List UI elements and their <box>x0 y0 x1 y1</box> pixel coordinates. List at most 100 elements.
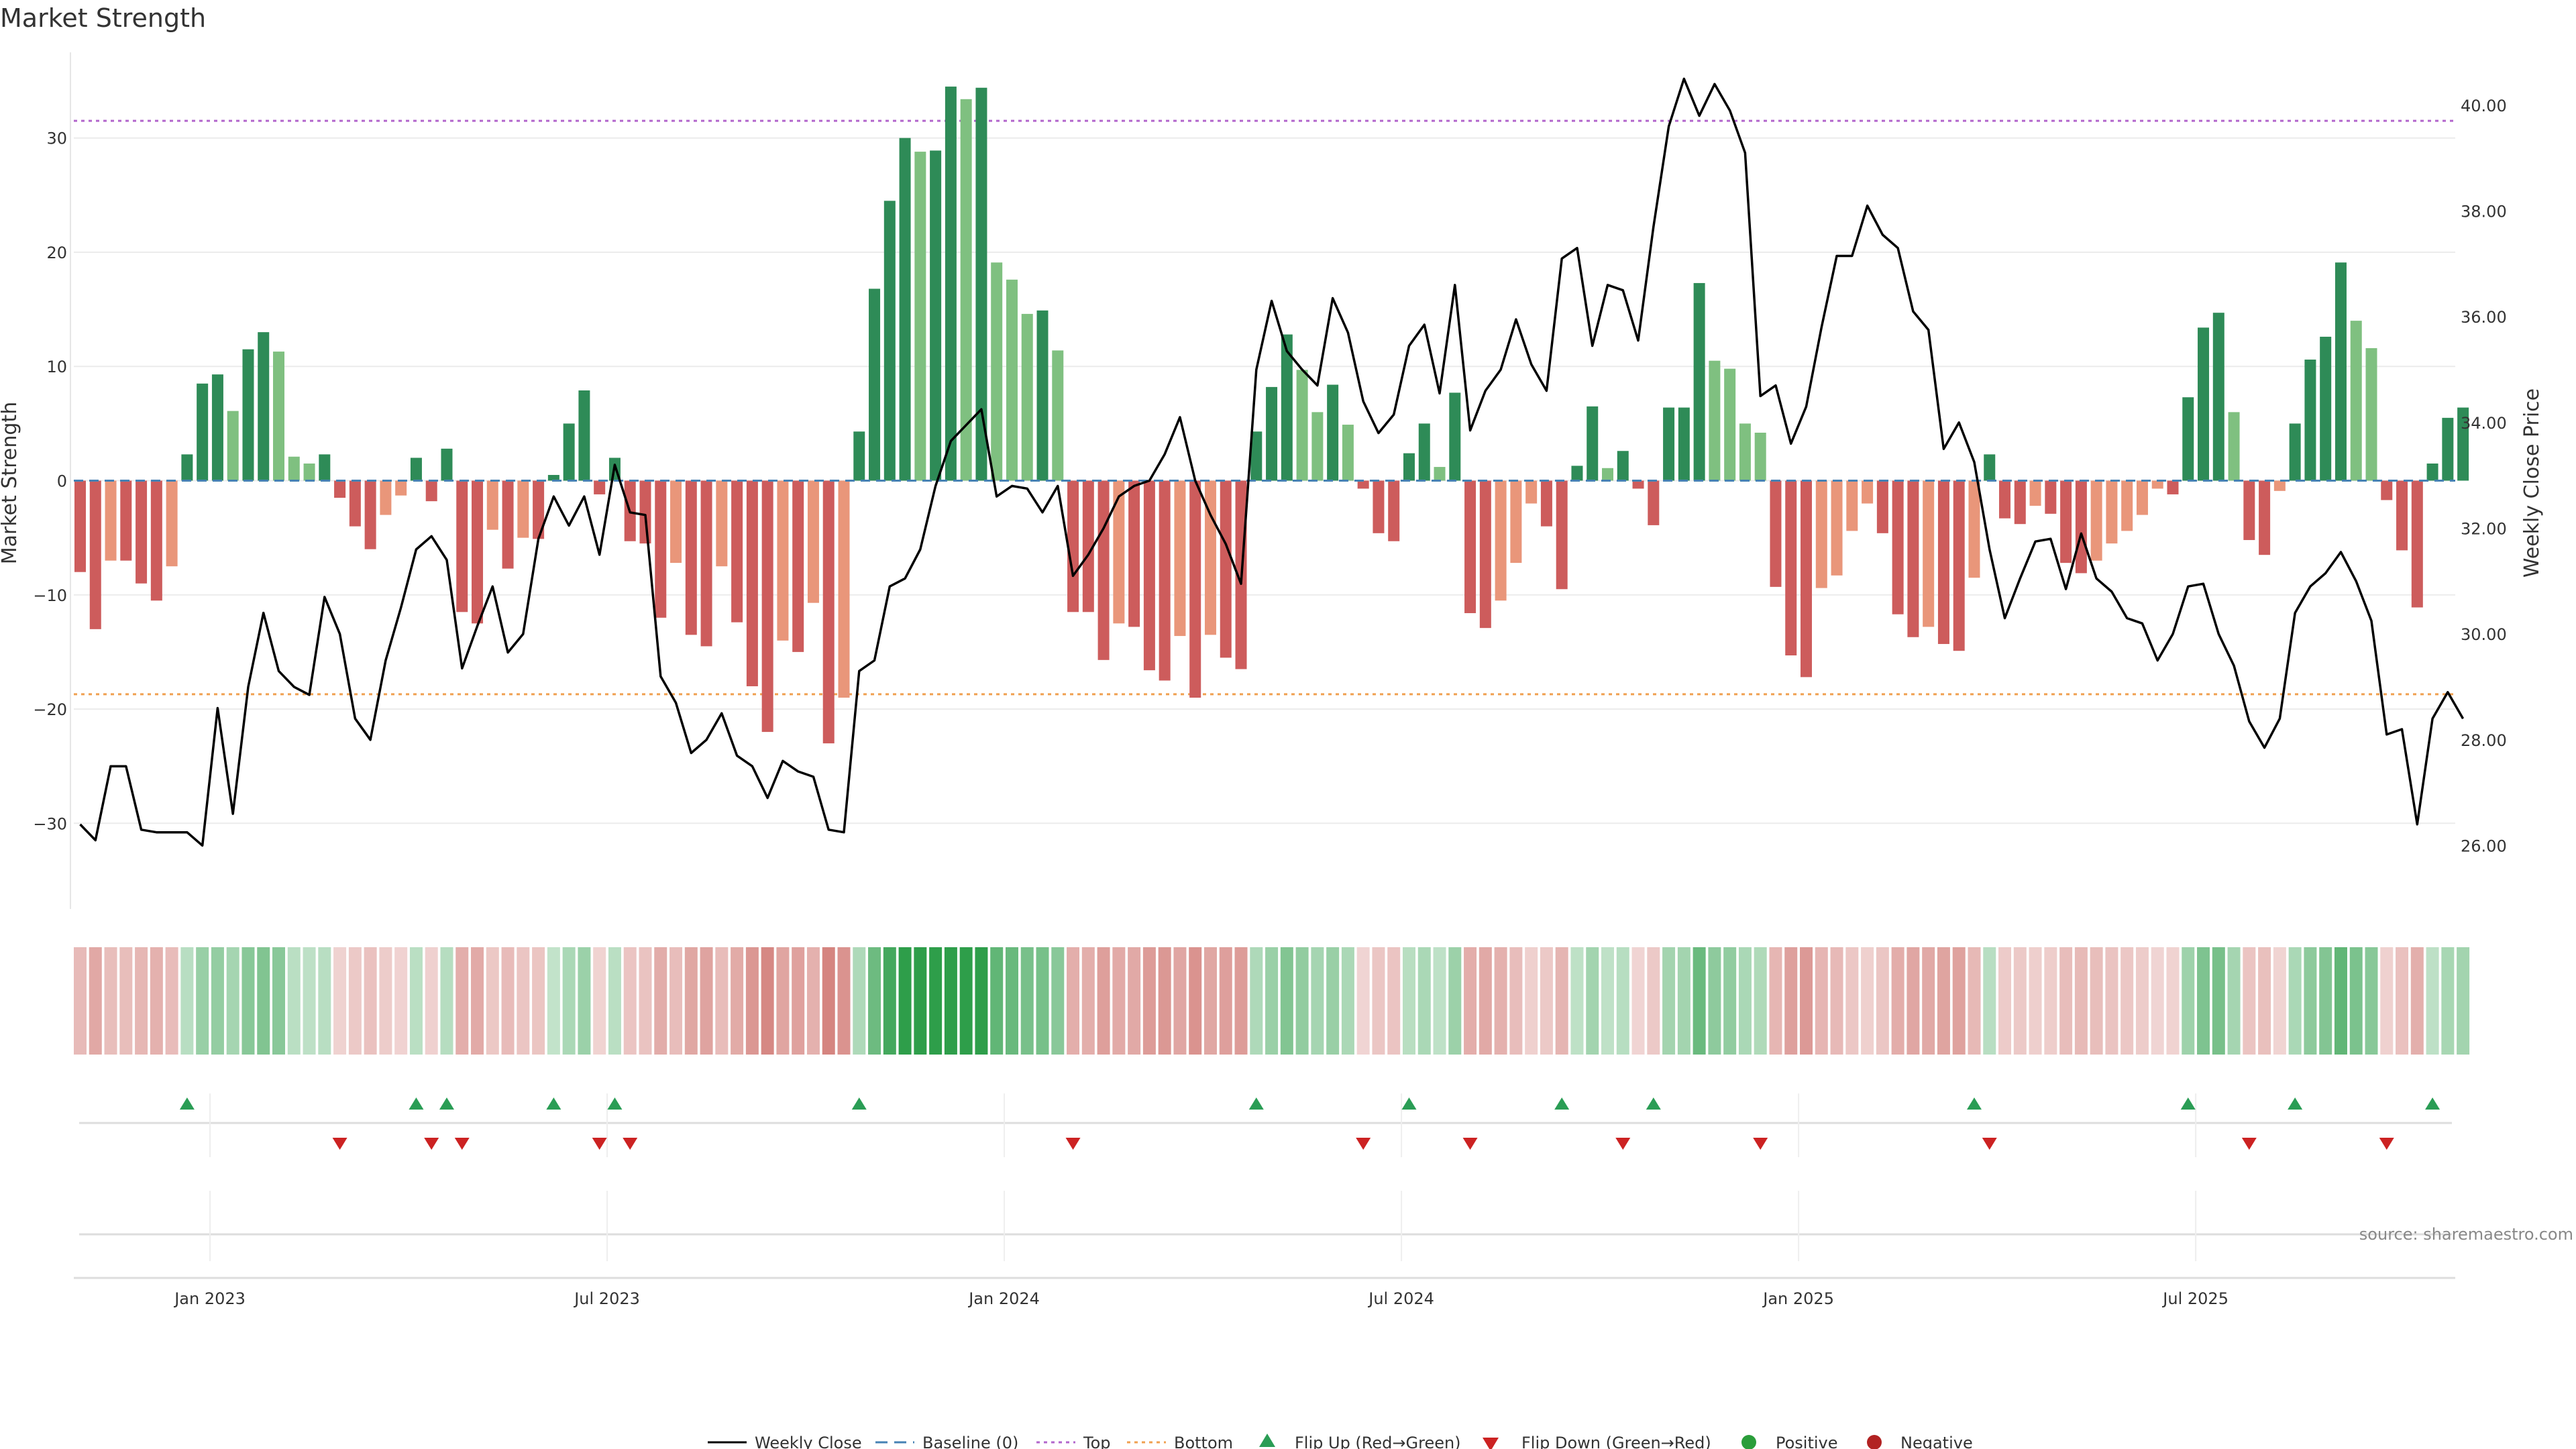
heat-cell <box>455 947 469 1055</box>
heat-cell <box>562 947 576 1055</box>
legend-label: Baseline (0) <box>922 1434 1018 1449</box>
strength-bar <box>349 480 361 527</box>
strength-bar <box>685 480 697 635</box>
strength-bar <box>655 480 667 618</box>
strength-bar <box>1464 480 1477 614</box>
heat-cell <box>2349 947 2363 1055</box>
strength-bar <box>2304 360 2316 481</box>
strength-bar <box>1220 480 1232 658</box>
heat-cell <box>1234 947 1248 1055</box>
strength-bar <box>2334 262 2347 481</box>
heat-cell <box>1586 947 1599 1055</box>
heat-cell <box>868 947 881 1055</box>
strength-bar <box>1449 392 1461 481</box>
strength-bar <box>472 480 484 624</box>
heat-cell <box>745 947 759 1055</box>
flip-down-triangle-icon <box>1483 1438 1499 1449</box>
strength-bar <box>547 474 559 481</box>
strength-bar <box>273 352 285 481</box>
heat-cell <box>2243 947 2256 1055</box>
heat-cell <box>2166 947 2180 1055</box>
heat-cell <box>165 947 178 1055</box>
strength-bar <box>211 374 223 481</box>
heat-cell <box>1311 947 1324 1055</box>
flip-up-marker <box>851 1097 867 1110</box>
heat-cell <box>1509 947 1523 1055</box>
flip-up-marker <box>179 1097 195 1110</box>
heat-cell <box>1250 947 1263 1055</box>
heat-cell <box>1769 947 1782 1055</box>
strength-bar <box>838 480 850 698</box>
legend: Weekly Close Baseline (0) Top Bottom Fli… <box>708 1434 1973 1449</box>
heat-cell <box>440 947 453 1055</box>
left-tick-label: −20 <box>33 700 67 719</box>
legend-flip-down: Flip Down (Green→Red) <box>1483 1434 1711 1449</box>
heat-cell <box>1738 947 1752 1055</box>
flip-up-triangle-icon <box>1259 1434 1275 1447</box>
heat-cell <box>1677 947 1690 1055</box>
heat-cell <box>1326 947 1340 1055</box>
strength-bar <box>2365 347 2377 481</box>
strength-bar <box>2029 480 2041 506</box>
legend-top: Top <box>1036 1434 1111 1449</box>
strength-bar <box>2075 480 2087 574</box>
heat-cell <box>2396 947 2409 1055</box>
right-axis-ticks: 40.00 38.00 36.00 34.00 32.00 30.00 28.00 26.00 <box>2461 97 2507 856</box>
strength-bar <box>364 480 376 549</box>
right-tick-label: 26.00 <box>2461 837 2507 855</box>
heat-cell <box>532 947 545 1055</box>
strength-bar <box>1724 368 1736 481</box>
heat-cell <box>333 947 347 1055</box>
flip-up-marker <box>2180 1097 2196 1110</box>
heat-cell <box>1280 947 1293 1055</box>
heat-cell <box>975 947 988 1055</box>
heat-cell <box>1998 947 2012 1055</box>
strength-bar <box>486 480 498 530</box>
strength-bar <box>960 99 972 481</box>
strength-bar <box>1968 480 1980 578</box>
strength-bar <box>2442 417 2454 481</box>
heat-cell <box>578 947 591 1055</box>
heat-cell <box>1067 947 1080 1055</box>
left-tick-label: 20 <box>46 244 67 262</box>
left-axis-title: Market Strength <box>0 402 21 564</box>
right-tick-label: 30.00 <box>2461 625 2507 644</box>
strength-bar <box>1510 480 1522 564</box>
strength-bar <box>594 480 606 494</box>
strength-bar <box>1937 480 1949 644</box>
heat-cell <box>89 947 102 1055</box>
heat-cell <box>394 947 408 1055</box>
heat-cell <box>241 947 255 1055</box>
strength-bar <box>2090 480 2102 561</box>
heat-cell <box>1723 947 1737 1055</box>
heat-cell <box>1907 947 1920 1055</box>
strength-bar <box>1556 480 1568 590</box>
heat-cell <box>1295 947 1309 1055</box>
heat-cell <box>180 947 194 1055</box>
x-tick-label: Jul 2025 <box>2161 1289 2229 1308</box>
flip-down-marker <box>1615 1138 1631 1150</box>
strength-bar <box>1815 480 1827 588</box>
left-tick-label: 0 <box>57 472 67 491</box>
grid-lines <box>74 137 2455 824</box>
flip-up-marker <box>439 1097 454 1110</box>
strength-bar <box>1770 480 1782 587</box>
right-tick-label: 34.00 <box>2461 414 2507 433</box>
strength-bar <box>930 150 942 481</box>
strength-bar <box>639 480 651 544</box>
strength-bar <box>181 454 193 481</box>
heat-cell <box>2197 947 2210 1055</box>
strength-bar <box>319 454 331 481</box>
heat-cell <box>1005 947 1018 1055</box>
heat-cell <box>425 947 438 1055</box>
strength-bar <box>1663 407 1675 481</box>
reference-lines <box>74 119 2455 696</box>
strength-bar <box>777 480 789 641</box>
heat-cell <box>517 947 530 1055</box>
heat-cell <box>1815 947 1828 1055</box>
strength-bar <box>975 87 987 481</box>
strength-bar <box>1189 480 1201 698</box>
strength-bar <box>197 383 209 481</box>
heat-cell <box>1662 947 1676 1055</box>
